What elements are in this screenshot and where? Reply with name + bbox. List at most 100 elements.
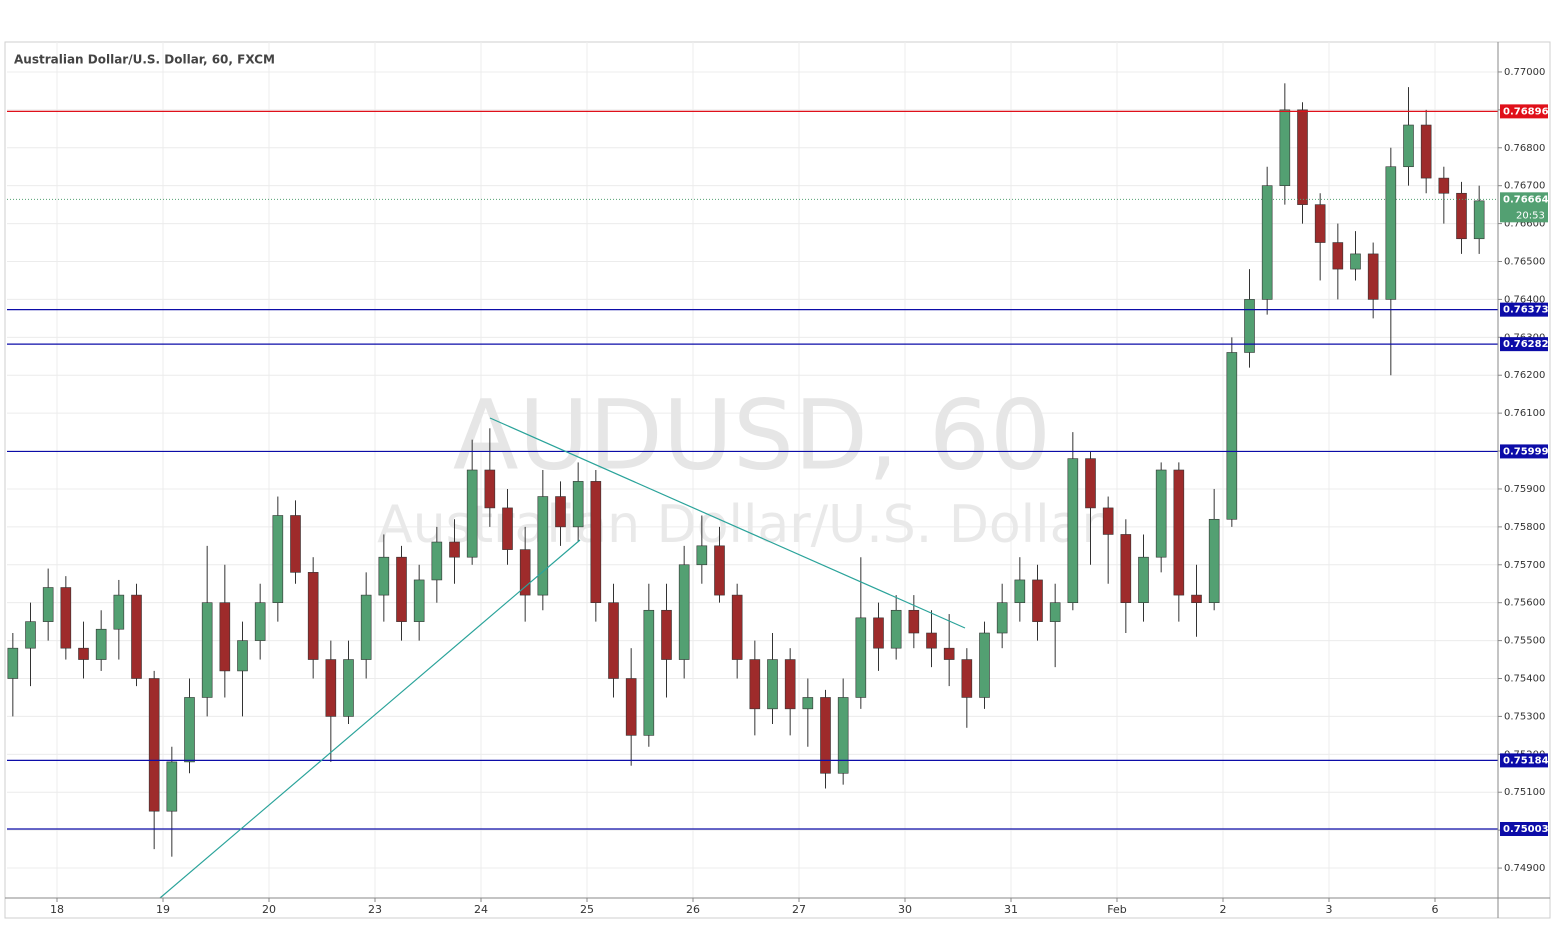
candle-body (1367, 253, 1379, 300)
y-tick-label: 0.76800 (1504, 143, 1545, 154)
watermark: AUDUSD, 60 (453, 379, 1051, 491)
candle-body (1332, 242, 1344, 270)
candle-body (1067, 458, 1079, 603)
y-tick-label: 0.75900 (1504, 484, 1545, 495)
candle-body (696, 545, 708, 566)
candle-body (307, 572, 319, 660)
candle-body (714, 545, 725, 596)
y-tick-label: 0.76400 (1504, 294, 1545, 305)
candle-body (979, 632, 990, 698)
candle-body (1297, 109, 1308, 205)
candle-body (360, 594, 372, 660)
candle-body (943, 647, 955, 660)
x-tick-label: 31 (1004, 903, 1018, 916)
level-tag (1500, 302, 1548, 317)
y-tick-label: 0.75800 (1504, 522, 1545, 533)
y-tick-label: 0.75500 (1504, 636, 1545, 647)
level-label: 0.76282 (1503, 339, 1549, 350)
candle-body (555, 496, 566, 528)
candle-body (1102, 507, 1114, 535)
y-tick-label: 0.75300 (1504, 711, 1545, 722)
x-tick-label: 2 (1220, 903, 1227, 916)
candle-body (873, 617, 884, 649)
candle-body (237, 640, 248, 672)
plot (7, 83, 1498, 857)
candle-body (1120, 534, 1132, 603)
level-tag (1500, 822, 1548, 837)
x-tick-label: 23 (368, 903, 382, 916)
y-tick-label: 0.76600 (1504, 219, 1545, 230)
candle-body (996, 602, 1008, 634)
x-tick-label: 3 (1326, 903, 1333, 916)
candle-body (7, 647, 19, 679)
candle-body (1138, 556, 1149, 603)
last-price-label: 0.76664 (1503, 194, 1549, 205)
level-tag (1500, 337, 1548, 352)
candle-body (1314, 204, 1326, 243)
y-tick-label: 0.76700 (1504, 181, 1545, 192)
y-tick-label: 0.75100 (1504, 787, 1545, 798)
x-tick-label: 18 (50, 903, 64, 916)
candle-body (95, 628, 107, 660)
level-tag (1500, 104, 1548, 119)
y-tick-label: 0.74900 (1504, 863, 1545, 874)
candle-body (1244, 299, 1255, 353)
candle-body (1226, 352, 1238, 520)
level-label: 0.76896 (1503, 106, 1549, 117)
candle-body (784, 659, 796, 710)
level-label: 0.75184 (1503, 755, 1549, 766)
candle-body (1456, 192, 1467, 240)
level-tag (1500, 444, 1548, 459)
candle-body (131, 594, 142, 679)
candle-body (749, 659, 761, 710)
candle-body (201, 602, 213, 698)
frame (4, 41, 1551, 919)
candle-body (1032, 579, 1043, 622)
candle-body (396, 556, 407, 622)
candle-body (25, 621, 36, 649)
candle-body (1403, 124, 1414, 168)
y-tick-label: 0.76500 (1504, 256, 1545, 267)
candle-body (1385, 166, 1397, 300)
x-tick-label: 26 (686, 903, 700, 916)
y-tick-label: 0.75600 (1504, 598, 1545, 609)
candle-body (802, 697, 814, 710)
candle-body (42, 587, 54, 622)
x-tick-label: 6 (1432, 903, 1439, 916)
last-price-tag (1500, 192, 1548, 223)
candle-body (1208, 518, 1220, 603)
candle-body (1191, 594, 1202, 603)
x-tick-label: Feb (1107, 903, 1126, 916)
y-tick-label: 0.77000 (1504, 67, 1545, 78)
candle-body (1420, 124, 1432, 179)
candle-body (254, 602, 266, 641)
y-tick-label: 0.75700 (1504, 560, 1545, 571)
level-label: 0.75999 (1503, 446, 1549, 457)
candle-body (1473, 200, 1485, 240)
level-label: 0.76373 (1503, 305, 1549, 316)
candle-body (731, 594, 743, 660)
candle-body (431, 541, 443, 581)
candle-body (519, 549, 531, 596)
candle-body (378, 556, 390, 596)
candle-body (1155, 469, 1167, 558)
trend-line (489, 417, 966, 629)
candle-body (290, 515, 301, 573)
candle-body (537, 496, 549, 596)
candle-body (484, 469, 496, 509)
watermark-subtitle: Australian Dollar/U.S. Dollar (377, 495, 1103, 555)
candle-body (60, 587, 72, 649)
candle-body (449, 541, 460, 558)
candle-body (837, 697, 849, 774)
level-label: 0.75003 (1503, 824, 1549, 835)
candle-body (572, 481, 584, 528)
candle-body (1085, 458, 1096, 509)
candle-body (272, 515, 284, 603)
candle-body (855, 617, 867, 698)
candle-body (413, 579, 425, 622)
x-tick-label: 20 (262, 903, 276, 916)
y-tick-label: 0.75400 (1504, 674, 1545, 685)
candle-body (466, 469, 478, 558)
candle-body (926, 632, 937, 649)
chart-title: Australian Dollar/U.S. Dollar, 60, FXCM (14, 53, 275, 67)
